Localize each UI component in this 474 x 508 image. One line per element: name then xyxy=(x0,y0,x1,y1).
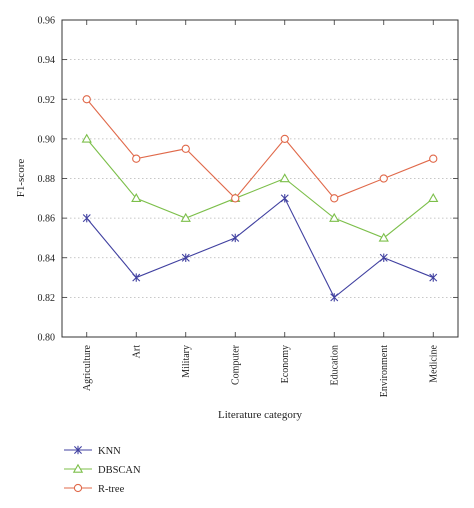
x-tick-label: Art xyxy=(131,345,142,359)
y-tick-label: 0.80 xyxy=(38,333,56,344)
legend-marker xyxy=(74,445,82,455)
legend-item-dbscan: DBSCAN xyxy=(64,463,141,476)
legend-item-r-tree: R-tree xyxy=(64,483,125,495)
data-point-r-tree xyxy=(231,194,240,203)
series-line-dbscan xyxy=(86,138,434,239)
data-point-r-tree xyxy=(280,134,289,144)
data-point-r-tree xyxy=(429,154,438,163)
x-tick-label: Education xyxy=(329,345,340,386)
series-dbscan xyxy=(81,133,439,242)
legend: KNN DBSCAN R-tree xyxy=(64,445,141,495)
y-tick-label: 0.96 xyxy=(38,16,56,27)
axes: 0.80 0.82 0.84 0.86 0.88 0.90 0.92 0.94 0.96 Agri… xyxy=(38,16,459,397)
series-line-r-tree xyxy=(86,98,434,200)
x-tick-label: Computer xyxy=(230,344,241,385)
legend-label: R-tree xyxy=(98,484,125,495)
data-point-knn xyxy=(330,293,339,302)
y-tick-label: 0.92 xyxy=(38,95,56,106)
data-point-dbscan xyxy=(81,133,92,143)
data-point-r-tree xyxy=(82,95,91,104)
y-tick-label: 0.88 xyxy=(38,174,56,185)
data-point-r-tree xyxy=(132,154,141,163)
y-tick-label: 0.94 xyxy=(38,55,56,66)
data-point-knn xyxy=(82,213,91,223)
x-tick-label: Agriculture xyxy=(82,344,93,391)
grid-lines xyxy=(62,59,458,298)
x-tick-label: Environment xyxy=(379,345,390,397)
series-r-tree xyxy=(82,95,438,203)
data-point-dbscan xyxy=(378,232,389,242)
data-point-knn xyxy=(429,273,438,282)
legend-item-knn: KNN xyxy=(64,445,121,457)
y-tick-label: 0.86 xyxy=(38,214,56,225)
data-point-r-tree xyxy=(330,194,339,203)
data-point-dbscan xyxy=(279,173,290,183)
y-axis-label: F1-score xyxy=(15,159,27,198)
data-point-knn xyxy=(231,233,240,243)
x-tick-label: Medicine xyxy=(428,344,439,382)
data-point-knn xyxy=(132,273,141,282)
data-point-dbscan xyxy=(428,193,439,203)
legend-marker xyxy=(72,463,84,473)
y-tick-label: 0.90 xyxy=(38,134,56,145)
series-lines xyxy=(81,95,439,302)
data-point-knn xyxy=(280,194,289,203)
data-point-knn xyxy=(379,253,388,262)
data-point-dbscan xyxy=(329,212,340,222)
legend-marker xyxy=(73,483,83,493)
x-tick-label: Military xyxy=(181,345,192,378)
series-knn xyxy=(82,194,438,302)
data-point-knn xyxy=(181,253,190,262)
data-point-r-tree xyxy=(181,144,190,153)
legend-label: DBSCAN xyxy=(98,465,141,476)
data-point-dbscan xyxy=(180,212,191,222)
y-tick-label: 0.84 xyxy=(38,253,56,264)
series-line-knn xyxy=(86,197,434,299)
data-point-r-tree xyxy=(379,174,388,183)
data-point-dbscan xyxy=(131,193,142,203)
x-tick-label: Economy xyxy=(280,345,291,383)
plot-frame xyxy=(61,19,459,338)
y-tick-label: 0.82 xyxy=(38,293,56,304)
legend-label: KNN xyxy=(98,446,121,457)
x-axis-label: Literature category xyxy=(218,409,302,421)
